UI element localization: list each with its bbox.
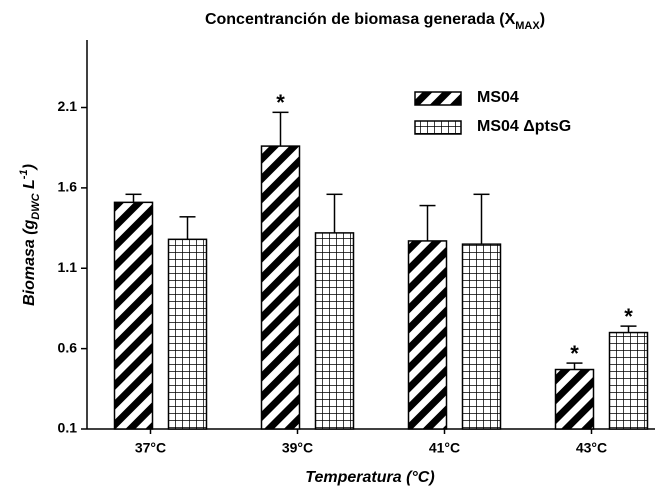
significance-mark: * [276, 90, 285, 115]
title-part: ) [540, 11, 545, 28]
legend-label: MS04 [477, 89, 519, 106]
x-tick-label: 41°C [429, 440, 460, 456]
significance-mark: * [570, 341, 579, 366]
bar [260, 145, 301, 430]
legend-label: MS04 ΔptsG [477, 118, 571, 135]
bar [554, 368, 595, 430]
legend-swatch [414, 91, 462, 106]
y-tick-label: 1.6 [58, 179, 78, 195]
bar [113, 201, 154, 430]
y-label-part: -1 [18, 169, 30, 179]
y-label-part: ) [21, 164, 38, 171]
x-tick-label: 37°C [135, 440, 166, 456]
y-label-part: Biomasa (g [21, 219, 38, 305]
title-part: MAX [515, 20, 540, 32]
bar [608, 331, 649, 430]
y-tick-label: 0.1 [58, 420, 78, 436]
y-label-part: L [21, 179, 38, 193]
x-tick-label: 39°C [282, 440, 313, 456]
legend-swatch [414, 120, 462, 135]
x-tick-label: 43°C [576, 440, 607, 456]
y-label-part: DWC [30, 192, 42, 219]
title-part: Concentranción de biomasa generada (X [205, 11, 516, 28]
chart-title: Concentranción de biomasa generada (XMAX… [205, 11, 545, 32]
y-tick-label: 1.1 [58, 259, 78, 275]
significance-mark: * [624, 304, 633, 329]
bar [407, 240, 448, 430]
y-tick-label: 0.6 [58, 339, 78, 355]
y-tick-label: 2.1 [58, 98, 78, 114]
bar [314, 232, 355, 430]
bar [167, 238, 208, 430]
x-axis-label: Temperatura (°C) [305, 469, 434, 486]
bar [461, 243, 502, 430]
y-axis-label: Biomasa (gDWC L-1) [18, 164, 42, 306]
